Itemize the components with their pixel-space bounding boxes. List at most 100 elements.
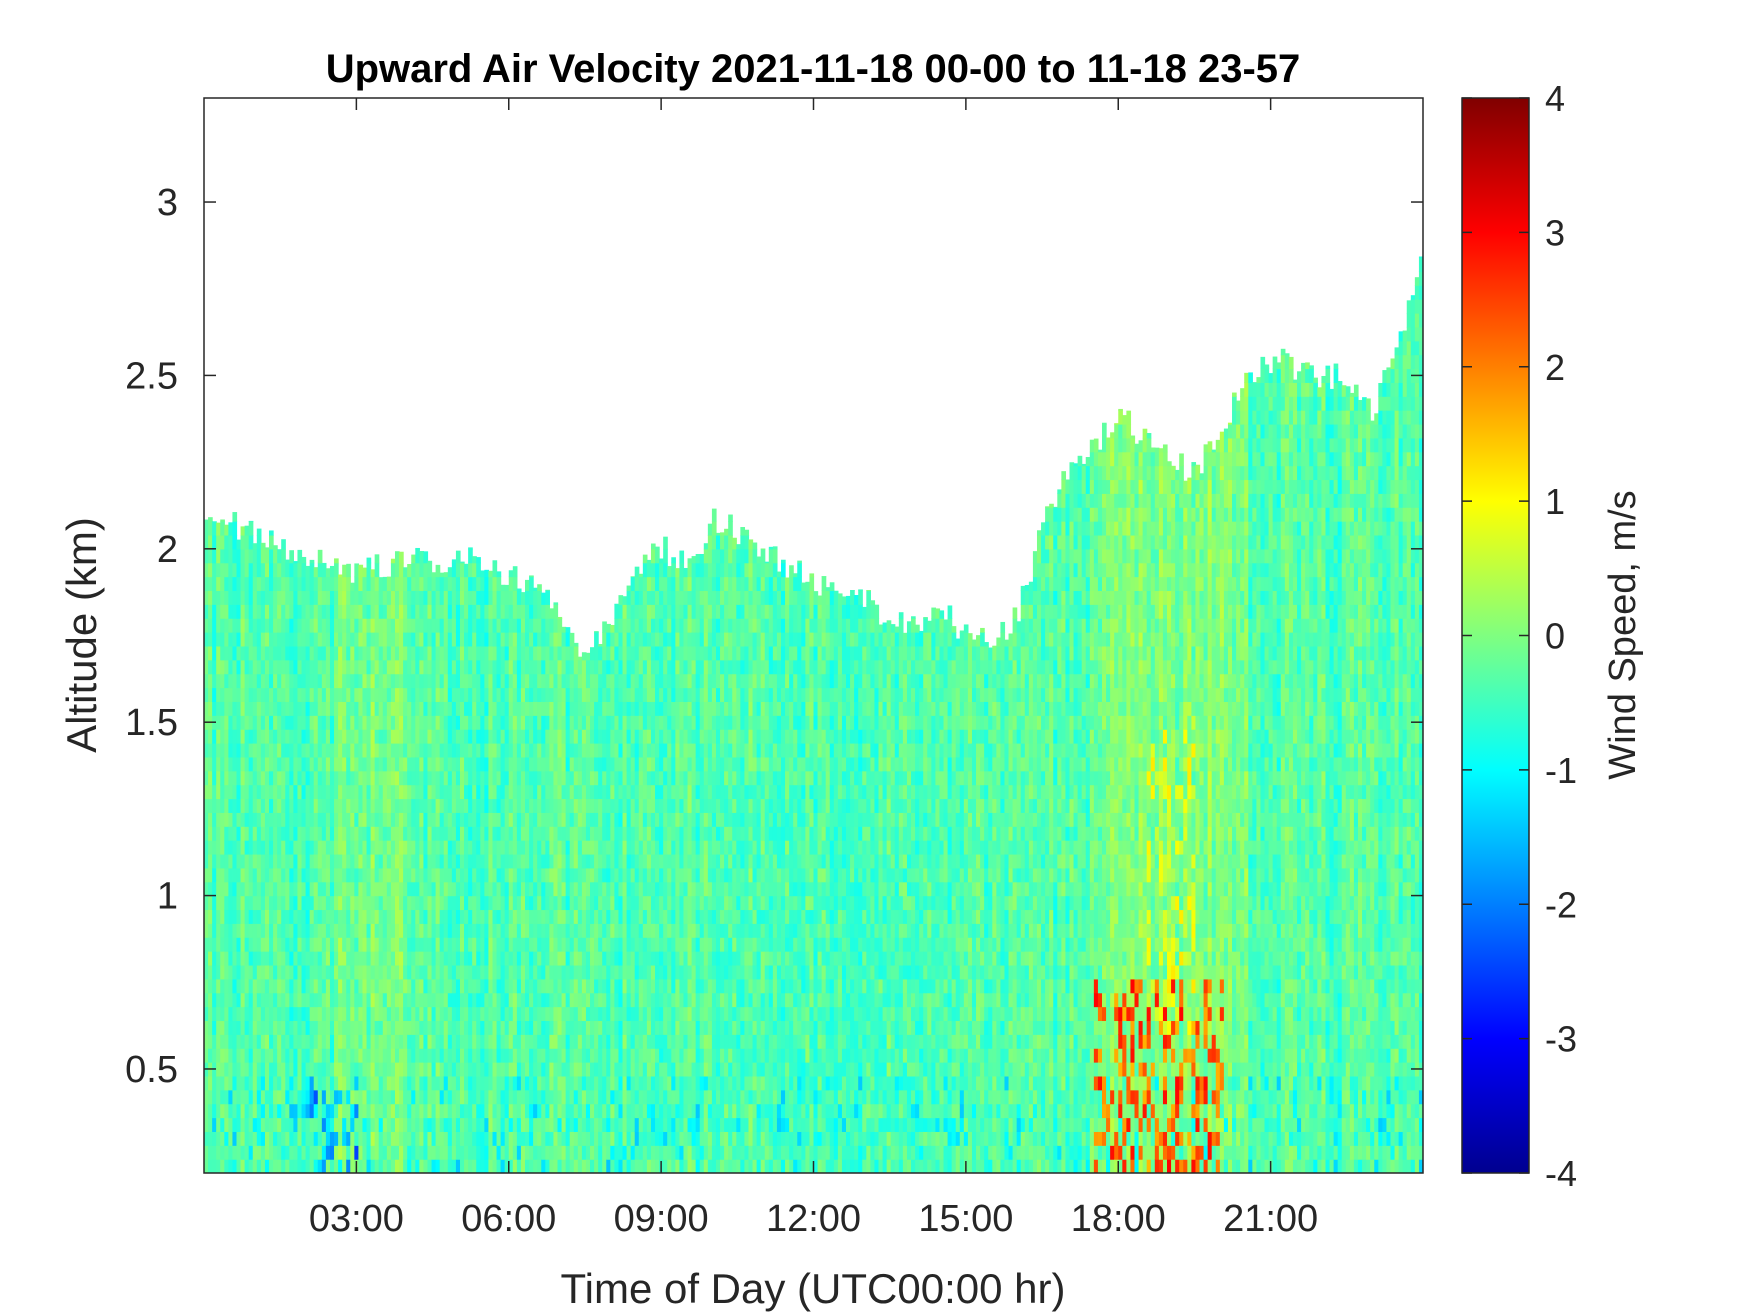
heatmap-cell (236, 1145, 242, 1160)
heatmap-cell (439, 867, 445, 883)
heatmap-cell (451, 909, 457, 924)
heatmap-cell (378, 1159, 384, 1173)
heatmap-cell (252, 618, 258, 633)
heatmap-cell (264, 632, 270, 647)
heatmap-cell (557, 770, 563, 786)
heatmap-cell (382, 784, 388, 800)
heatmap-cell (289, 1062, 294, 1077)
heatmap-cell (305, 1117, 311, 1132)
heatmap-cell (520, 840, 526, 855)
heatmap-cell (264, 784, 270, 800)
heatmap-cell (366, 937, 372, 952)
heatmap-cell (439, 618, 445, 633)
heatmap-cell (533, 937, 538, 952)
heatmap-cell (650, 743, 656, 758)
heatmap-cell (277, 562, 282, 578)
heatmap-cell (492, 867, 498, 883)
heatmap-cell (342, 853, 347, 869)
heatmap-cell (459, 562, 465, 578)
heatmap-cell (212, 1145, 217, 1160)
heatmap-cell (204, 756, 209, 772)
heatmap-cell (293, 604, 299, 619)
heatmap-cell (220, 1062, 225, 1077)
heatmap-cell (447, 812, 453, 827)
heatmap-cell (488, 937, 494, 952)
heatmap-cell (350, 826, 355, 841)
heatmap-cell (358, 729, 364, 744)
heatmap-cell (525, 645, 530, 661)
heatmap-cell (472, 743, 477, 758)
heatmap-cell (622, 1034, 628, 1049)
heatmap-cell (358, 756, 364, 772)
heatmap-cell (370, 992, 376, 1008)
heatmap-cell (455, 1048, 461, 1063)
heatmap-cell (407, 798, 412, 813)
heatmap-cell (350, 853, 355, 869)
heatmap-cell (374, 923, 380, 938)
heatmap-cell (232, 951, 238, 966)
heatmap-cell (390, 1006, 396, 1022)
heatmap-cell (256, 840, 262, 855)
heatmap-cell (435, 1062, 441, 1077)
heatmap-cell (350, 895, 355, 911)
heatmap-cell (317, 715, 323, 730)
heatmap-cell (512, 867, 518, 883)
heatmap-cell (338, 798, 343, 813)
heatmap-cell (512, 729, 518, 744)
heatmap-cell (480, 951, 485, 966)
heatmap-cell (598, 909, 603, 924)
heatmap-cell (496, 659, 502, 675)
heatmap-cell (577, 1075, 583, 1091)
heatmap-cell (260, 798, 266, 813)
heatmap-cell (598, 729, 603, 744)
heatmap-cell (455, 590, 461, 605)
heatmap-cell (269, 937, 274, 952)
heatmap-cell (565, 715, 571, 730)
heatmap-cell (529, 1131, 534, 1146)
heatmap-cell (321, 1075, 327, 1091)
heatmap-cell (236, 840, 242, 855)
heatmap-cell (325, 645, 331, 661)
heatmap-cell (464, 798, 469, 813)
heatmap-cell (366, 826, 372, 841)
heatmap-cell (394, 645, 400, 661)
heatmap-cell (468, 1103, 473, 1119)
heatmap-cell (366, 576, 372, 592)
heatmap-cell (309, 1020, 315, 1035)
heatmap-cell (638, 840, 644, 855)
heatmap-cell (606, 951, 611, 966)
heatmap-cell (334, 964, 339, 980)
heatmap-cell (277, 549, 282, 564)
heatmap-cell (484, 867, 490, 883)
heatmap-cell (338, 1145, 343, 1160)
heatmap-cell (642, 867, 648, 883)
heatmap-cell (541, 1089, 546, 1105)
heatmap-cell (431, 881, 437, 897)
heatmap-cell (264, 881, 270, 897)
heatmap-cell (325, 895, 331, 911)
heatmap-cell (650, 543, 656, 550)
heatmap-cell (638, 1089, 644, 1105)
heatmap-cell (264, 590, 270, 605)
heatmap-cell (354, 951, 359, 966)
heatmap-cell (321, 1089, 327, 1105)
heatmap-cell (423, 729, 429, 744)
heatmap-cell (289, 1089, 294, 1105)
heatmap-cell (573, 964, 579, 980)
heatmap-cell (281, 715, 286, 730)
heatmap-cell (228, 770, 234, 786)
heatmap-cell (309, 937, 315, 952)
heatmap-cell (216, 562, 221, 578)
heatmap-cell (659, 923, 664, 938)
heatmap-cell (504, 1020, 510, 1035)
heatmap-cell (439, 576, 445, 592)
heatmap-cell (602, 1089, 607, 1105)
heatmap-cell (484, 673, 490, 689)
heatmap-cell (260, 576, 266, 592)
heatmap-cell (614, 715, 620, 730)
heatmap-cell (220, 715, 225, 730)
heatmap-cell (293, 867, 299, 883)
heatmap-cell (455, 881, 461, 897)
heatmap-cell (419, 1117, 425, 1132)
heatmap-cell (317, 1159, 323, 1173)
